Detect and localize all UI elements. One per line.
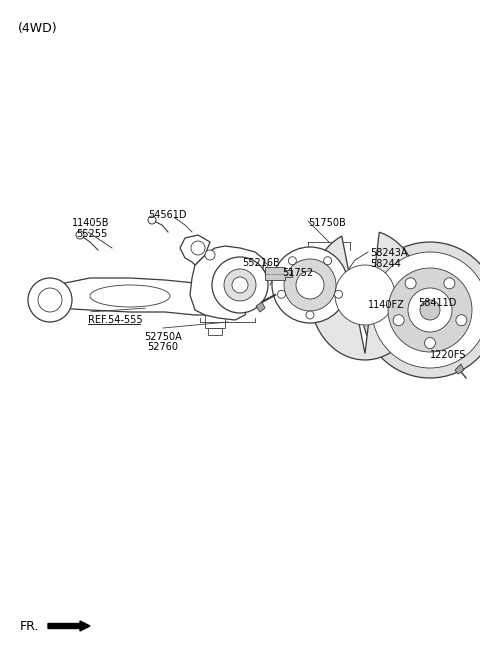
Text: 58243A: 58243A	[370, 248, 408, 258]
Polygon shape	[265, 267, 292, 280]
Circle shape	[424, 337, 435, 348]
Polygon shape	[208, 328, 222, 335]
Polygon shape	[205, 315, 225, 328]
Text: REF.54-555: REF.54-555	[88, 315, 143, 325]
Text: 51752: 51752	[282, 268, 313, 278]
Text: 58244: 58244	[370, 259, 401, 269]
Circle shape	[444, 277, 455, 289]
Ellipse shape	[90, 285, 170, 307]
Circle shape	[205, 250, 215, 260]
Circle shape	[296, 271, 324, 299]
Circle shape	[28, 278, 72, 322]
Circle shape	[191, 241, 205, 255]
Circle shape	[272, 247, 348, 323]
Circle shape	[284, 259, 336, 311]
Polygon shape	[38, 278, 228, 315]
Polygon shape	[455, 364, 464, 374]
Circle shape	[324, 256, 332, 265]
Text: 51750B: 51750B	[308, 218, 346, 228]
FancyArrow shape	[48, 621, 90, 631]
Text: (4WD): (4WD)	[18, 22, 58, 35]
Circle shape	[362, 242, 480, 378]
Circle shape	[393, 315, 404, 325]
Polygon shape	[310, 232, 420, 360]
Circle shape	[306, 311, 314, 319]
Circle shape	[232, 277, 248, 293]
Circle shape	[420, 300, 440, 320]
Text: 1220FS: 1220FS	[430, 350, 467, 360]
Circle shape	[335, 290, 343, 298]
Text: 54561D: 54561D	[148, 210, 187, 220]
Text: FR.: FR.	[20, 620, 39, 633]
Circle shape	[388, 268, 472, 352]
Circle shape	[224, 269, 256, 301]
Circle shape	[408, 288, 452, 332]
Circle shape	[38, 288, 62, 312]
Circle shape	[372, 252, 480, 368]
Text: 52750A: 52750A	[144, 332, 182, 342]
Polygon shape	[256, 302, 265, 312]
Text: 1140FZ: 1140FZ	[368, 300, 405, 310]
Circle shape	[277, 290, 286, 298]
Circle shape	[405, 277, 416, 289]
Circle shape	[456, 315, 467, 325]
Circle shape	[335, 265, 395, 325]
Circle shape	[148, 216, 156, 224]
Text: 55216B: 55216B	[242, 258, 280, 268]
Circle shape	[76, 231, 84, 239]
Text: 55255: 55255	[76, 229, 107, 239]
Text: 11405B: 11405B	[72, 218, 109, 228]
Polygon shape	[190, 246, 265, 320]
Circle shape	[288, 256, 296, 265]
Text: 58411D: 58411D	[418, 298, 456, 308]
Text: 52760: 52760	[147, 342, 179, 352]
Polygon shape	[180, 235, 210, 265]
Circle shape	[212, 257, 268, 313]
